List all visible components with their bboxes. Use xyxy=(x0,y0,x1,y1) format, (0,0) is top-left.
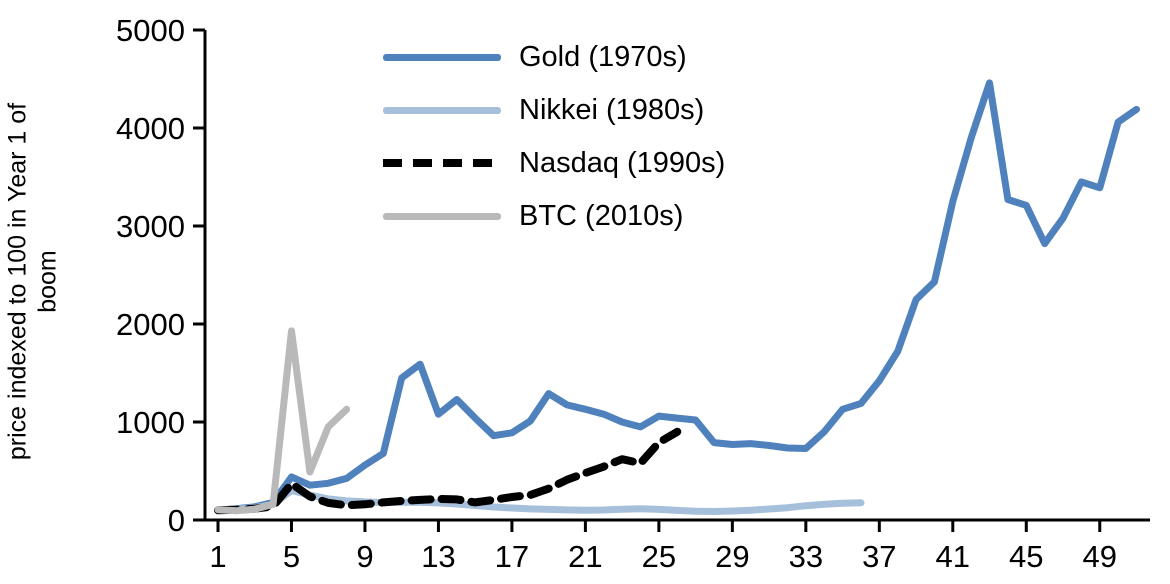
y-tick-label: 3000 xyxy=(116,209,185,244)
legend-line-sample-btc xyxy=(383,212,501,220)
y-axis-title-line-2: boom xyxy=(33,250,61,313)
legend-line-sample-nikkei xyxy=(383,106,501,114)
x-tick-label: 5 xyxy=(283,539,300,574)
series-line-nasdaq xyxy=(214,427,682,515)
y-tick-label: 5000 xyxy=(116,13,185,48)
y-tick-label: 1000 xyxy=(116,405,185,440)
x-tick-label: 25 xyxy=(642,539,676,574)
y-axis-title: price indexed to 100 in Year 1 of boom xyxy=(4,47,63,517)
x-tick-label: 29 xyxy=(715,539,749,574)
legend-item-nikkei: Nikkei (1980s) xyxy=(383,91,725,129)
x-tick-label: 17 xyxy=(495,539,529,574)
legend-label-nasdaq: Nasdaq (1990s) xyxy=(519,146,726,179)
x-tick-label: 13 xyxy=(421,539,455,574)
legend-item-nasdaq: Nasdaq (1990s) xyxy=(383,144,725,182)
series-line-gold xyxy=(214,79,1140,514)
y-tick-label: 2000 xyxy=(116,307,185,342)
legend-label-btc: BTC (2010s) xyxy=(519,199,684,232)
series-line-btc xyxy=(214,327,351,515)
y-axis-title-line-1: price indexed to 100 in Year 1 of xyxy=(3,102,32,461)
legend-item-gold: Gold (1970s) xyxy=(383,38,725,76)
x-tick-label: 21 xyxy=(568,539,602,574)
x-tick-label: 1 xyxy=(209,539,226,574)
x-tick-label: 37 xyxy=(862,539,896,574)
chart-legend: Gold (1970s) Nikkei (1980s) Nasdaq (1990… xyxy=(383,38,725,235)
legend-line-sample-nasdaq xyxy=(383,159,501,167)
x-tick-label: 33 xyxy=(789,539,823,574)
x-tick-label: 45 xyxy=(1009,539,1043,574)
legend-item-btc: BTC (2010s) xyxy=(383,197,725,235)
x-tick-label: 41 xyxy=(936,539,970,574)
x-tick-label: 9 xyxy=(356,539,373,574)
x-tick-label: 49 xyxy=(1083,539,1117,574)
legend-line-sample-gold xyxy=(383,53,501,61)
legend-label-nikkei: Nikkei (1980s) xyxy=(519,93,705,126)
legend-label-gold: Gold (1970s) xyxy=(519,40,687,73)
y-tick-label: 4000 xyxy=(116,111,185,146)
y-tick-label: 0 xyxy=(168,503,185,538)
